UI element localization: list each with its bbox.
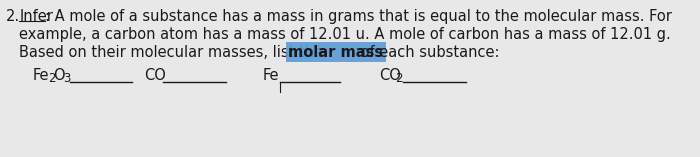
Text: CO: CO [379,68,401,83]
Text: 2: 2 [395,72,402,85]
Text: of each substance:: of each substance: [356,45,500,60]
Text: Fe: Fe [262,68,279,83]
Text: : A mole of a substance has a mass in grams that is equal to the molecular mass.: : A mole of a substance has a mass in gr… [45,9,671,24]
Text: 2: 2 [48,72,55,85]
Text: 2.: 2. [6,9,20,24]
Text: CO: CO [144,68,166,83]
Text: Based on their molecular masses, list the: Based on their molecular masses, list th… [20,45,328,60]
Text: example, a carbon atom has a mass of 12.01 u. A mole of carbon has a mass of 12.: example, a carbon atom has a mass of 12.… [20,27,671,42]
Text: O: O [54,68,65,83]
Text: Fe: Fe [32,68,49,83]
Text: molar mass: molar mass [288,45,384,60]
Text: Infer: Infer [20,9,53,24]
Text: 3: 3 [64,72,71,85]
